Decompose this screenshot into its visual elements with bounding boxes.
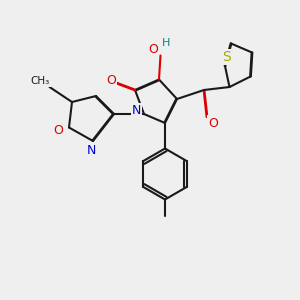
Text: H: H xyxy=(162,38,171,49)
Text: O: O xyxy=(106,74,116,88)
Text: S: S xyxy=(222,50,231,64)
Text: O: O xyxy=(54,124,63,137)
Text: O: O xyxy=(208,116,218,130)
Text: N: N xyxy=(132,104,141,118)
Text: N: N xyxy=(87,143,96,157)
Text: CH₃: CH₃ xyxy=(31,76,50,86)
Text: O: O xyxy=(148,43,158,56)
